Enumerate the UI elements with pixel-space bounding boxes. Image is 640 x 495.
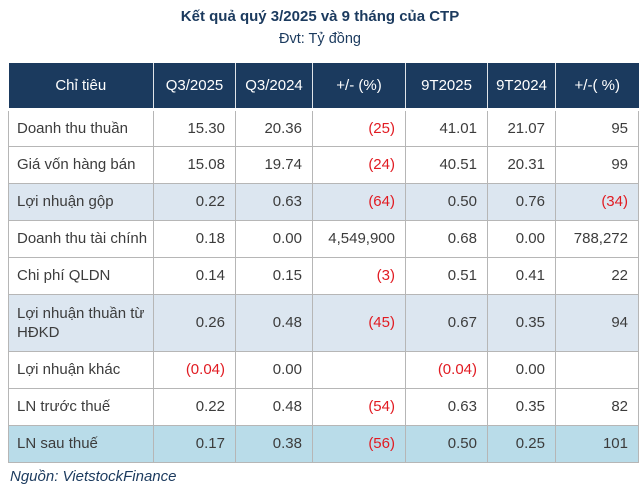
value-cell: 0.14: [153, 256, 236, 295]
row-label: LN sau thuế: [8, 424, 154, 463]
value-cell: 0.48: [235, 293, 313, 352]
value-cell: 0.68: [405, 219, 488, 258]
row-label: Lợi nhuận thuần từ HĐKD: [8, 293, 154, 352]
value-cell: 0.22: [153, 387, 236, 426]
row-loi-nhuan-gop: Lợi nhuận gộp 0.22 0.63 (64) 0.50 0.76 (…: [8, 182, 639, 221]
value-cell: 788,272: [555, 219, 639, 258]
value-cell: (0.04): [405, 350, 488, 389]
value-cell: 21.07: [487, 108, 556, 147]
column-header-9t2024: 9T2024: [487, 63, 556, 111]
value-cell: 0.67: [405, 293, 488, 352]
column-header-change-quarter: +/- (%): [312, 63, 406, 111]
value-cell: (25): [312, 108, 406, 147]
value-cell: 0.63: [405, 387, 488, 426]
value-cell: 0.50: [405, 424, 488, 463]
row-loi-nhuan-thuan-hdkd: Lợi nhuận thuần từ HĐKD 0.26 0.48 (45) 0…: [8, 293, 639, 352]
column-header-9t2025: 9T2025: [405, 63, 488, 111]
row-label: Lợi nhuận khác: [8, 350, 154, 389]
value-cell: 0.26: [153, 293, 236, 352]
value-cell: (56): [312, 424, 406, 463]
value-cell: (34): [555, 182, 639, 221]
row-label: Chi phí QLDN: [8, 256, 154, 295]
value-cell: 0.25: [487, 424, 556, 463]
value-cell: 0.00: [235, 219, 313, 258]
source-text: Nguồn: VietstockFinance: [10, 467, 177, 485]
value-cell: 0.50: [405, 182, 488, 221]
value-cell: 0.51: [405, 256, 488, 295]
table-header: Chỉ tiêu Q3/2025 Q3/2024 +/- (%) 9T2025 …: [8, 63, 639, 111]
page-title: Kết quả quý 3/2025 và 9 tháng của CTP: [180, 8, 460, 25]
value-cell: 0.15: [235, 256, 313, 295]
value-cell: 20.31: [487, 145, 556, 184]
row-doanh-thu-tai-chinh: Doanh thu tài chính 0.18 0.00 4,549,900 …: [8, 219, 639, 258]
value-cell: 0.22: [153, 182, 236, 221]
value-cell: 0.35: [487, 387, 556, 426]
value-cell: 19.74: [235, 145, 313, 184]
value-cell: [555, 350, 639, 389]
value-cell: 0.00: [487, 219, 556, 258]
row-chi-phi-qldn: Chi phí QLDN 0.14 0.15 (3) 0.51 0.41 22: [8, 256, 639, 295]
column-header-change-9t: +/-( %): [555, 63, 639, 111]
value-cell: 15.08: [153, 145, 236, 184]
row-doanh-thu-thuan: Doanh thu thuần 15.30 20.36 (25) 41.01 2…: [8, 108, 639, 147]
value-cell: 0.41: [487, 256, 556, 295]
row-label: Lợi nhuận gộp: [8, 182, 154, 221]
value-cell: (24): [312, 145, 406, 184]
value-cell: 0.48: [235, 387, 313, 426]
value-cell: 82: [555, 387, 639, 426]
value-cell: 4,549,900: [312, 219, 406, 258]
row-ln-truoc-thue: LN trước thuế 0.22 0.48 (54) 0.63 0.35 8…: [8, 387, 639, 426]
column-header-q3-2024: Q3/2024: [235, 63, 313, 111]
value-cell: 20.36: [235, 108, 313, 147]
value-cell: 95: [555, 108, 639, 147]
value-cell: (64): [312, 182, 406, 221]
value-cell: 41.01: [405, 108, 488, 147]
row-label: LN trước thuế: [8, 387, 154, 426]
value-cell: 22: [555, 256, 639, 295]
row-label: Doanh thu thuần: [8, 108, 154, 147]
value-cell: 101: [555, 424, 639, 463]
row-label: Doanh thu tài chính: [8, 219, 154, 258]
row-gia-von-hang-ban: Giá vốn hàng bán 15.08 19.74 (24) 40.51 …: [8, 145, 639, 184]
value-cell: (45): [312, 293, 406, 352]
results-table: Chỉ tiêu Q3/2025 Q3/2024 +/- (%) 9T2025 …: [8, 63, 639, 463]
value-cell: 0.00: [487, 350, 556, 389]
row-ln-sau-thue: LN sau thuế 0.17 0.38 (56) 0.50 0.25 101: [8, 424, 639, 463]
value-cell: 0.63: [235, 182, 313, 221]
value-cell: (3): [312, 256, 406, 295]
header-row: Chỉ tiêu Q3/2025 Q3/2024 +/- (%) 9T2025 …: [8, 63, 639, 111]
value-cell: [312, 350, 406, 389]
value-cell: 0.35: [487, 293, 556, 352]
value-cell: 0.38: [235, 424, 313, 463]
value-cell: 0.18: [153, 219, 236, 258]
value-cell: 40.51: [405, 145, 488, 184]
row-label: Giá vốn hàng bán: [8, 145, 154, 184]
value-cell: 0.00: [235, 350, 313, 389]
value-cell: 0.17: [153, 424, 236, 463]
value-cell: 15.30: [153, 108, 236, 147]
row-loi-nhuan-khac: Lợi nhuận khác (0.04) 0.00 (0.04) 0.00: [8, 350, 639, 389]
unit-label: Đvt: Tỷ đồng: [279, 31, 361, 47]
column-header-q3-2025: Q3/2025: [153, 63, 236, 111]
value-cell: 99: [555, 145, 639, 184]
value-cell: 0.76: [487, 182, 556, 221]
value-cell: (54): [312, 387, 406, 426]
column-header-chi-tieu: Chỉ tiêu: [8, 63, 154, 111]
value-cell: (0.04): [153, 350, 236, 389]
value-cell: 94: [555, 293, 639, 352]
